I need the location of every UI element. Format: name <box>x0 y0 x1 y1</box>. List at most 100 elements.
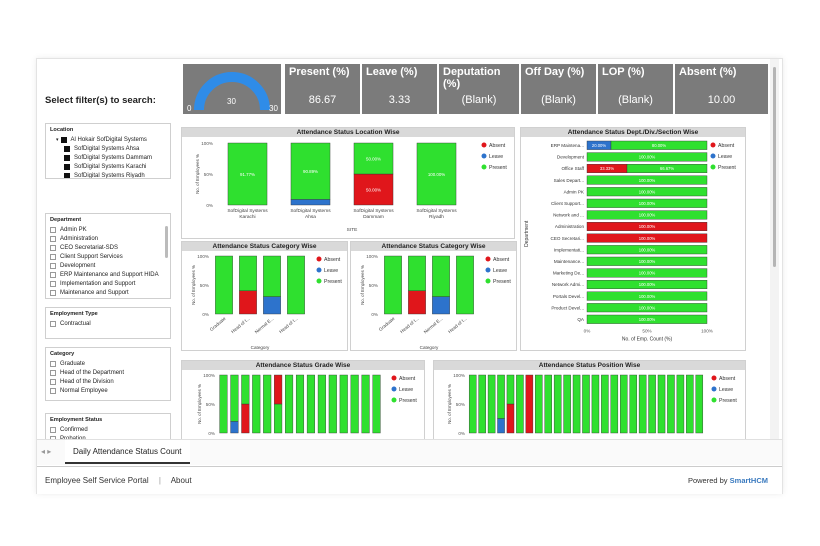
checkbox-icon[interactable] <box>50 262 56 269</box>
legend-marker <box>485 256 491 262</box>
category-item[interactable]: Head of the Department <box>50 368 166 377</box>
y-axis-label: No. of Employees % <box>447 384 452 424</box>
kpi-title: Absent (%) <box>679 66 737 78</box>
department-item[interactable]: CEO Secretariat-SDS <box>50 243 166 252</box>
data-label: 100.00% <box>639 317 656 322</box>
bar-segment-present <box>230 374 239 422</box>
checkbox-icon[interactable] <box>50 426 56 433</box>
page-scrollbar-thumb[interactable] <box>773 67 776 267</box>
collapse-caret-icon[interactable]: ▾ <box>56 136 59 143</box>
bar-segment-absent-extra <box>274 374 283 405</box>
checkbox-icon[interactable] <box>50 289 56 296</box>
category-item[interactable]: Head of the Division <box>50 377 166 386</box>
kpi-value: (Blank) <box>461 94 497 106</box>
bar-segment-present <box>657 374 666 434</box>
employment-type-item[interactable]: Contractual <box>50 319 166 328</box>
category-item[interactable]: Graduate <box>50 359 166 368</box>
checkbox-icon[interactable] <box>50 369 56 376</box>
tab-daily-attendance[interactable]: Daily Attendance Status Count <box>65 440 190 464</box>
location-root-item[interactable]: ▾ Al Hokair SofDigital Systems <box>56 136 147 143</box>
employment-status-item[interactable]: Confirmed <box>50 425 166 434</box>
checkbox-icon[interactable] <box>50 271 56 278</box>
employment-status-item[interactable]: Probation <box>50 434 166 439</box>
footer-link-ess[interactable]: Employee Self Service Portal <box>45 476 149 485</box>
y-tick-label: 0% <box>206 203 213 208</box>
y-tick-label: Portals Devel... <box>553 294 584 299</box>
department-item[interactable]: Client Support Services <box>50 252 166 261</box>
gauge-max: 30 <box>269 104 278 113</box>
legend-label: Present <box>324 279 342 285</box>
checkbox-icon[interactable] <box>50 378 56 385</box>
page-scrollbar[interactable] <box>770 59 779 439</box>
gauge-min: 0 <box>187 104 192 113</box>
brand-logo: SmartHCM <box>729 476 768 485</box>
checkbox-icon[interactable] <box>64 172 70 178</box>
location-panel: Attendance Status Location Wise 0% 50% 100… <box>181 127 515 239</box>
kpi-value: (Blank) <box>618 94 653 106</box>
department-item[interactable]: Administration <box>50 234 166 243</box>
checkbox-icon[interactable] <box>50 280 56 287</box>
legend-label: Leave <box>493 268 507 274</box>
checkbox-icon[interactable] <box>50 360 56 367</box>
bar-segment-present <box>497 374 505 419</box>
employment-status-item-label: Confirmed <box>60 426 88 433</box>
grade-panel: Attendance Status Grade Wise 0% 50% 100% No… <box>181 360 425 439</box>
bar-segment-absent <box>506 403 515 434</box>
bar-segment-present <box>586 256 708 266</box>
checkbox-icon[interactable] <box>50 235 56 242</box>
location-item[interactable]: SofDigital Systems Dammam <box>50 153 166 162</box>
department-scrollbar[interactable] <box>165 226 168 258</box>
checkbox-icon[interactable] <box>50 387 56 394</box>
bar-segment-present <box>563 374 571 434</box>
department-item[interactable]: Maintenance and Support <box>50 288 166 297</box>
location-item[interactable]: SofDigital Systems Riyadh <box>50 171 166 178</box>
x-tick-label: 100% <box>701 329 713 334</box>
department-item-label: Admin PK <box>60 226 87 233</box>
report-canvas: Select filter(s) to search: Location ▾ A… <box>37 59 768 439</box>
legend-marker <box>711 386 717 392</box>
kpi-card: Deputation (%) (Blank) <box>439 64 519 114</box>
bar-segment-present <box>408 255 426 291</box>
department-filter-label: Department <box>50 217 82 223</box>
bar-segment-present <box>227 142 268 206</box>
checkbox-icon[interactable] <box>64 163 70 170</box>
checkbox-icon[interactable] <box>50 320 56 327</box>
bar-segment-present <box>290 142 331 200</box>
kpi-card: Leave (%) 3.33 <box>362 64 437 114</box>
checkbox-icon[interactable] <box>60 136 67 143</box>
department-item[interactable]: Implementation and Support <box>50 279 166 288</box>
location-item[interactable]: SofDigital Systems Karachi <box>50 162 166 171</box>
data-label: 100.00% <box>639 294 656 299</box>
footer: Employee Self Service Portal | About Pow… <box>37 466 782 494</box>
footer-separator: | <box>158 476 161 485</box>
legend-label: Absent <box>719 376 736 382</box>
bar-segment-absent <box>408 290 426 315</box>
checkbox-icon[interactable] <box>64 145 70 152</box>
bar-segment-present <box>506 374 515 405</box>
checkbox-icon[interactable] <box>50 244 56 251</box>
x-tick-label: Head of t... <box>230 316 250 334</box>
x-tick-label: Normal E... <box>423 316 444 335</box>
department-item[interactable]: Development <box>50 261 166 270</box>
x-tick-label: Dammam <box>363 214 384 220</box>
tab-nav-arrows-icon[interactable]: ◂ ▸ <box>41 447 52 456</box>
employment-type-filter-label: Employment Type <box>50 311 98 317</box>
department-filter: Department Admin PK Administration CEO Sec… <box>45 213 171 299</box>
bar-segment-present <box>416 142 457 206</box>
category-filter-label: Category <box>50 351 75 357</box>
checkbox-icon[interactable] <box>64 154 70 161</box>
department-item[interactable]: ERP Maintenance and Support HIDA <box>50 270 166 279</box>
bar-segment-present <box>468 374 477 434</box>
category-item[interactable]: Normal Employee <box>50 386 166 395</box>
checkbox-icon[interactable] <box>50 253 56 260</box>
department-item[interactable]: Admin PK <box>50 225 166 234</box>
bar-segment-present <box>295 374 305 434</box>
x-tick-label: 50% <box>642 329 651 334</box>
bar-segment-leave <box>230 421 239 434</box>
location-item[interactable]: SofDigital Systems Ahsa <box>50 144 166 153</box>
department-item-label: CEO Secretariat-SDS <box>60 244 119 251</box>
checkbox-icon[interactable] <box>50 226 56 233</box>
footer-link-about[interactable]: About <box>170 476 192 485</box>
checkbox-icon[interactable] <box>50 435 56 439</box>
category-item-label: Graduate <box>60 360 86 367</box>
